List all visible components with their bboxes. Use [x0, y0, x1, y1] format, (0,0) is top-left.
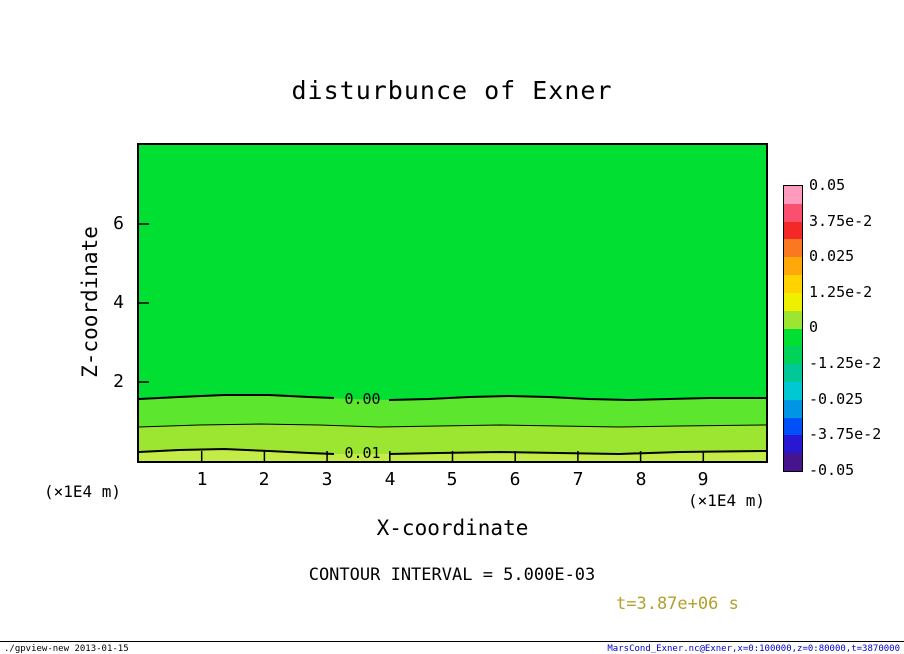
x-tick-label-8: 8: [635, 469, 647, 490]
contour-interval-text: CONTOUR INTERVAL = 5.000E-03: [308, 565, 596, 585]
colorbar-segment: [784, 310, 802, 329]
colorbar-segment: [784, 257, 802, 276]
x-tick-label-9: 9: [697, 469, 709, 490]
x-axis-unit: (×1E4 m): [688, 491, 766, 510]
colorbar-label: -0.05: [809, 461, 855, 479]
colorbar-segment: [784, 453, 802, 471]
contour-label-0.01: 0.01: [344, 444, 381, 462]
y-axis-unit: (×1E4 m): [44, 482, 122, 501]
x-tick-label-5: 5: [446, 469, 458, 490]
colorbar-segment: [784, 221, 802, 240]
x-tick-label-6: 6: [509, 469, 521, 490]
colorbar-segment: [784, 381, 802, 400]
colorbar-label: -3.75e-2: [809, 425, 882, 443]
colorbar-segment: [784, 186, 802, 204]
colorbar-label: 0.025: [809, 247, 855, 265]
colorbar-segment: [784, 417, 802, 436]
colorbar-label: 3.75e-2: [809, 212, 873, 230]
y-tick-label-2: 2: [113, 371, 124, 392]
colorbar-segment: [784, 203, 802, 222]
contour-line-0.00-right: [388, 395, 766, 401]
x-axis-ticks: [200, 451, 705, 461]
x-tick-label-7: 7: [572, 469, 584, 490]
x-axis-title: X-coordinate: [376, 516, 529, 540]
colorbar: [783, 185, 803, 472]
colorbar-segment: [784, 364, 802, 382]
colorbar-segment: [784, 239, 802, 258]
colorbar-segment: [784, 275, 802, 293]
footer-data-source: MarsCond_Exner.nc@Exner,x=0:100000,z=0:8…: [607, 644, 900, 654]
x-tick-label-3: 3: [321, 469, 333, 490]
y-axis-ticks: [139, 223, 149, 383]
fill-region-band-0.005-to-0.01: [139, 424, 766, 454]
x-tick-label-2: 2: [258, 469, 270, 490]
colorbar-segment: [784, 328, 802, 347]
colorbar-segment: [784, 346, 802, 365]
x-tick-label-4: 4: [384, 469, 396, 490]
plot-title: disturbunce of Exner: [291, 76, 613, 105]
colorbar-label: 1.25e-2: [809, 283, 873, 301]
x-tick-label-1: 1: [196, 469, 208, 490]
plot-area: 0.00 0.01: [137, 143, 768, 463]
colorbar-segment: [784, 292, 802, 311]
time-stamp: t=3.87e+06 s: [616, 594, 739, 614]
colorbar-label: 0.05: [809, 176, 846, 194]
contour-line-0.005: [139, 423, 766, 428]
contour-line-0.01-right: [388, 450, 766, 455]
y-tick-label-6: 6: [113, 213, 124, 234]
colorbar-label: -0.025: [809, 390, 864, 408]
contour-label-0.00: 0.00: [344, 390, 381, 408]
footer-tool-version: ./gpview-new 2013-01-15: [4, 644, 129, 654]
colorbar-label: 0: [809, 318, 819, 336]
contour-line-0.01-left: [139, 448, 335, 455]
y-tick-label-4: 4: [113, 292, 124, 313]
colorbar-segment: [784, 399, 802, 418]
contour-line-0.00-left: [139, 394, 335, 400]
footer-divider: [0, 641, 904, 642]
colorbar-label: -1.25e-2: [809, 354, 882, 372]
fill-region-band-0-to-0.005: [139, 395, 766, 427]
contour-plot-canvas: [139, 145, 766, 461]
colorbar-segment: [784, 435, 802, 454]
